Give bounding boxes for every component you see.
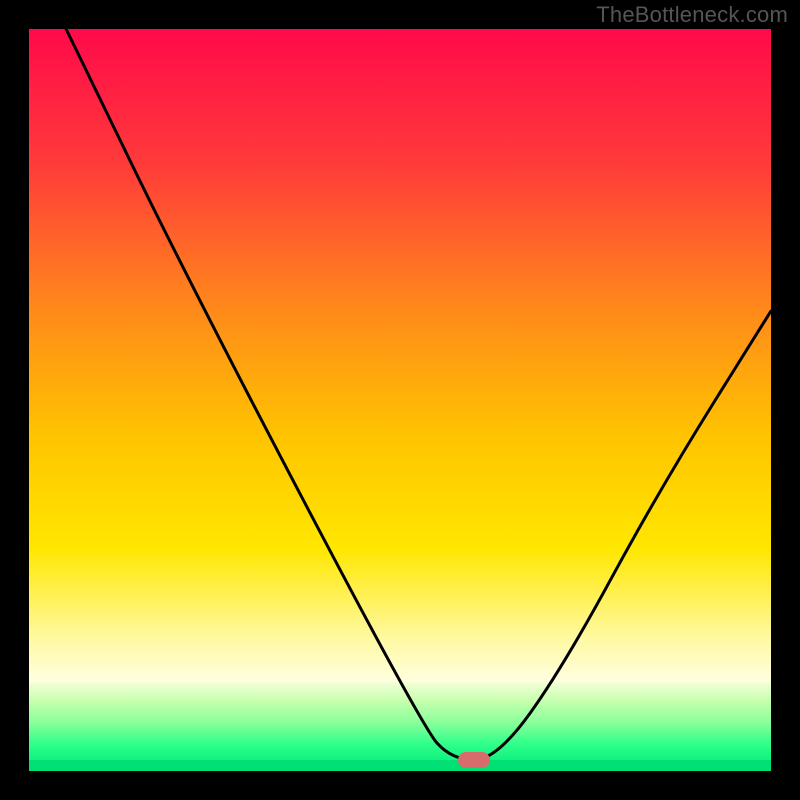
chart-plot-area bbox=[29, 29, 771, 771]
bottleneck-curve bbox=[29, 29, 771, 771]
optimal-marker bbox=[458, 752, 490, 768]
watermark-text: TheBottleneck.com bbox=[596, 2, 788, 28]
